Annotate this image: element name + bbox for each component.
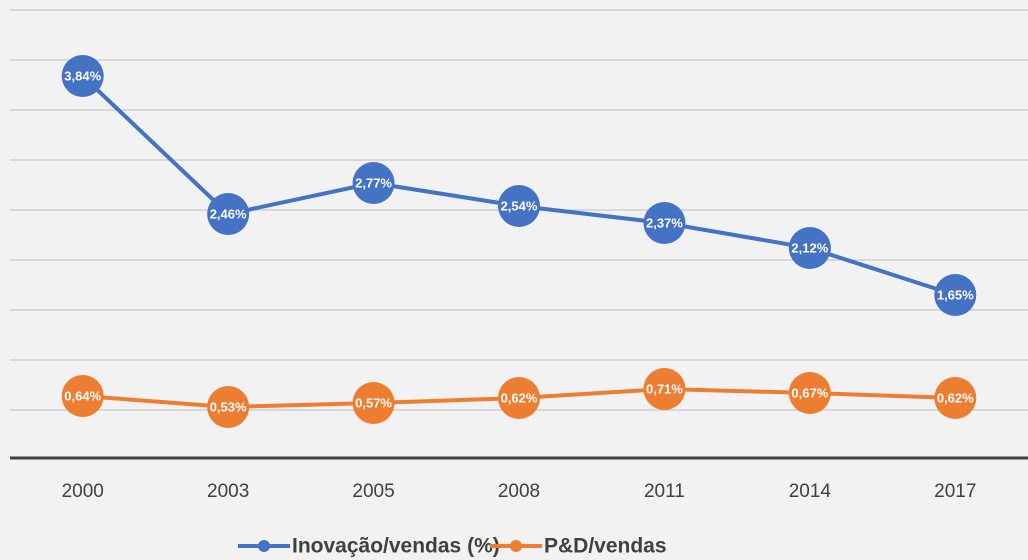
data-label: 0,62% (937, 390, 974, 405)
data-point (352, 162, 395, 204)
data-label: 2,12% (791, 240, 828, 255)
data-point (498, 377, 540, 419)
data-point (61, 375, 104, 417)
legend-label: Inovação/vendas (%) (292, 535, 500, 558)
data-label: 2,37% (646, 215, 683, 230)
data-label: 1,65% (937, 287, 974, 302)
x-tick-label: 2011 (644, 481, 685, 502)
x-tick-label: 2003 (207, 481, 249, 502)
data-point (643, 202, 686, 244)
data-label: 3,84% (64, 68, 101, 83)
data-point (498, 185, 540, 227)
data-label: 0,62% (501, 390, 538, 405)
data-point (788, 372, 831, 414)
data-point (934, 377, 977, 419)
x-tick-label: 2008 (498, 481, 540, 502)
x-tick-label: 2014 (789, 481, 832, 502)
data-label: 0,67% (791, 385, 828, 400)
data-label: 0,53% (210, 399, 247, 414)
data-label: 0,57% (355, 395, 392, 410)
data-label: 0,71% (646, 381, 683, 396)
legend-label: P&D/vendas (544, 535, 667, 558)
data-label: 2,46% (210, 206, 247, 221)
x-tick-label: 2017 (934, 481, 976, 502)
data-point (61, 55, 104, 97)
data-point (643, 368, 686, 410)
legend-marker (258, 540, 270, 552)
data-point (207, 193, 250, 235)
data-label: 2,54% (501, 198, 538, 213)
data-point (934, 274, 977, 316)
data-point (788, 227, 831, 269)
data-point (207, 386, 250, 428)
data-label: 0,64% (64, 388, 101, 403)
x-tick-label: 2000 (62, 481, 104, 502)
x-tick-label: 2005 (352, 481, 394, 502)
legend-marker (510, 540, 522, 552)
data-point (352, 382, 395, 424)
data-label: 2,77% (355, 175, 392, 190)
